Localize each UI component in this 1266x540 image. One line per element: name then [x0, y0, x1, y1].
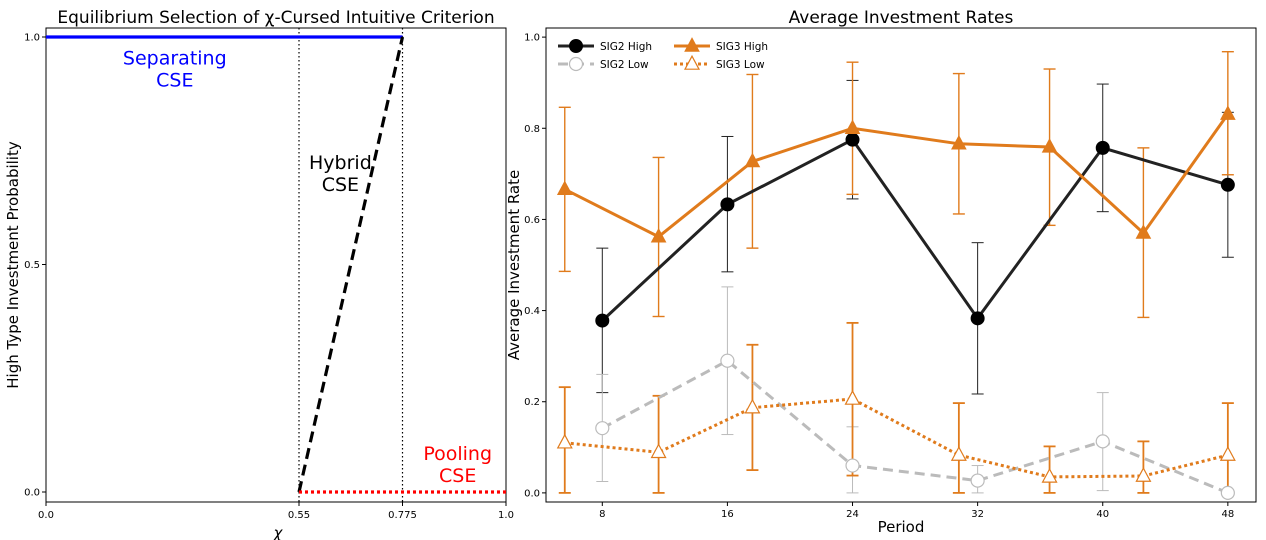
right-x-tick-label: 32	[971, 509, 984, 520]
left-plot-frame	[45, 27, 507, 503]
data-point	[650, 443, 667, 459]
right-y-tick-label: 0.0	[524, 488, 540, 499]
legend-label: SIG2 Low	[600, 59, 649, 71]
left-x-tick-label: 1.0	[498, 510, 514, 521]
data-point	[720, 353, 735, 368]
region-annotation-line: CSE	[439, 465, 476, 487]
right-x-tick-label: 8	[599, 509, 605, 520]
data-point	[556, 180, 573, 196]
series-2	[556, 105, 1236, 243]
data-point	[970, 311, 985, 326]
data-point	[1220, 485, 1235, 500]
region-annotation-line: Pooling	[423, 443, 492, 465]
data-point	[683, 54, 701, 70]
left-y-tick-label: 0.5	[24, 260, 40, 271]
left-y-tick-label: 0.0	[24, 488, 40, 499]
data-point	[595, 421, 610, 436]
left-x-tick-label: 0.55	[288, 510, 310, 521]
data-point	[720, 197, 735, 212]
left-series-line-1	[297, 36, 405, 493]
right-y-tick-label: 0.4	[524, 306, 540, 317]
left-chart-title: Equilibrium Selection of χ-Cursed Intuit…	[57, 8, 494, 28]
data-point	[569, 39, 583, 53]
data-point	[1220, 177, 1235, 192]
data-point	[970, 473, 985, 488]
series-line	[564, 397, 1229, 479]
right-y-tick-label: 0.8	[524, 124, 540, 135]
series-line	[601, 137, 1229, 322]
data-point	[744, 152, 761, 168]
right-y-tick-label: 1.0	[524, 33, 540, 44]
left-x-tick-label: 0.775	[388, 510, 417, 521]
left-y-tick-label: 1.0	[24, 33, 40, 44]
legend-label: SIG3 Low	[716, 59, 765, 71]
series-0	[595, 132, 1235, 328]
right-chart: Average Investment Rates 8 16 24 32 40 48 0.0 0.…	[505, 8, 1257, 536]
right-y-tick-label: 0.2	[524, 397, 540, 408]
region-annotation: Separating CSE	[123, 47, 227, 91]
series-1	[595, 353, 1235, 500]
left-y-axis-label: High Type Investment Probability	[4, 141, 22, 389]
region-annotation: Pooling CSE	[423, 443, 492, 487]
left-x-tick-label: 0.0	[38, 510, 54, 521]
error-bars-3	[558, 321, 1234, 494]
data-point	[1095, 140, 1110, 155]
legend: SIG2 High SIG2 Low SIG3 High SIG3 Low	[558, 37, 768, 72]
data-point	[1041, 467, 1058, 483]
right-plot-frame	[545, 27, 1257, 503]
right-x-tick-label: 24	[846, 509, 859, 520]
right-y-axis-label: Average Investment Rate	[505, 170, 523, 361]
right-x-tick-label: 48	[1221, 509, 1234, 520]
data-point	[845, 458, 860, 473]
data-point	[1219, 445, 1236, 461]
data-point	[1220, 105, 1236, 120]
data-point	[1095, 434, 1110, 449]
data-point	[844, 119, 861, 134]
data-point	[845, 132, 860, 147]
data-point	[1041, 138, 1058, 153]
series-line	[564, 113, 1230, 239]
region-annotation: Hybrid CSE	[309, 152, 372, 196]
data-point	[844, 389, 861, 405]
legend-label: SIG2 High	[600, 41, 652, 53]
right-y-tick-label: 0.6	[524, 215, 540, 226]
region-annotation-line: Hybrid	[309, 152, 372, 174]
right-x-axis-label: Period	[878, 518, 925, 536]
data-point	[650, 227, 667, 243]
data-point	[684, 37, 700, 52]
data-point	[568, 56, 584, 72]
data-point	[1135, 466, 1152, 482]
right-chart-title: Average Investment Rates	[789, 8, 1014, 28]
series-line	[601, 358, 1229, 495]
legend-label: SIG3 High	[716, 41, 768, 53]
data-point	[950, 445, 967, 461]
data-point	[951, 134, 967, 150]
data-point	[595, 313, 610, 328]
data-point	[744, 398, 761, 414]
region-annotation-line: CSE	[156, 69, 193, 91]
data-point	[556, 433, 573, 449]
left-chart: Equilibrium Selection of χ-Cursed Intuit…	[4, 8, 514, 540]
right-x-tick-label: 40	[1096, 509, 1109, 520]
region-annotation-line: CSE	[322, 174, 359, 196]
left-x-axis-label: χ	[273, 524, 284, 540]
right-x-tick-label: 16	[721, 509, 734, 520]
error-bars-2	[558, 51, 1234, 319]
series-3	[556, 389, 1236, 483]
region-annotation-line: Separating	[123, 47, 227, 69]
data-point	[1135, 224, 1152, 239]
